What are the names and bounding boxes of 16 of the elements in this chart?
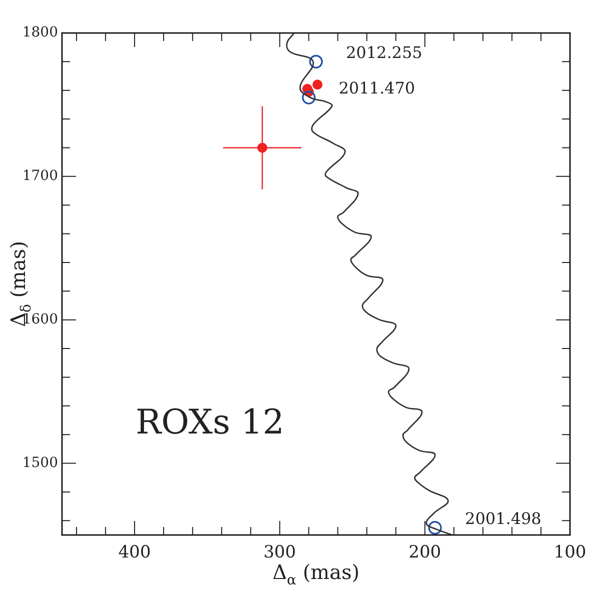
y-tick-label: 1700 (22, 168, 58, 184)
line-series (286, 33, 454, 535)
y-tick-label: 1500 (22, 454, 58, 471)
x-tick-label: 200 (408, 542, 442, 563)
point (428, 521, 442, 535)
x-tick-label: 300 (263, 542, 296, 563)
annotation: 2001.498 (465, 508, 542, 528)
point (312, 80, 322, 90)
point (309, 54, 323, 68)
x-tick-label: 100 (554, 542, 586, 563)
point (302, 90, 316, 104)
y-tick-label: 1800 (22, 24, 58, 41)
x-tick-label: 400 (118, 542, 151, 563)
annotation: ROXs 12 (136, 402, 284, 442)
annotation: 2011.470 (338, 78, 416, 98)
annotation: 2012.255 (346, 42, 422, 62)
